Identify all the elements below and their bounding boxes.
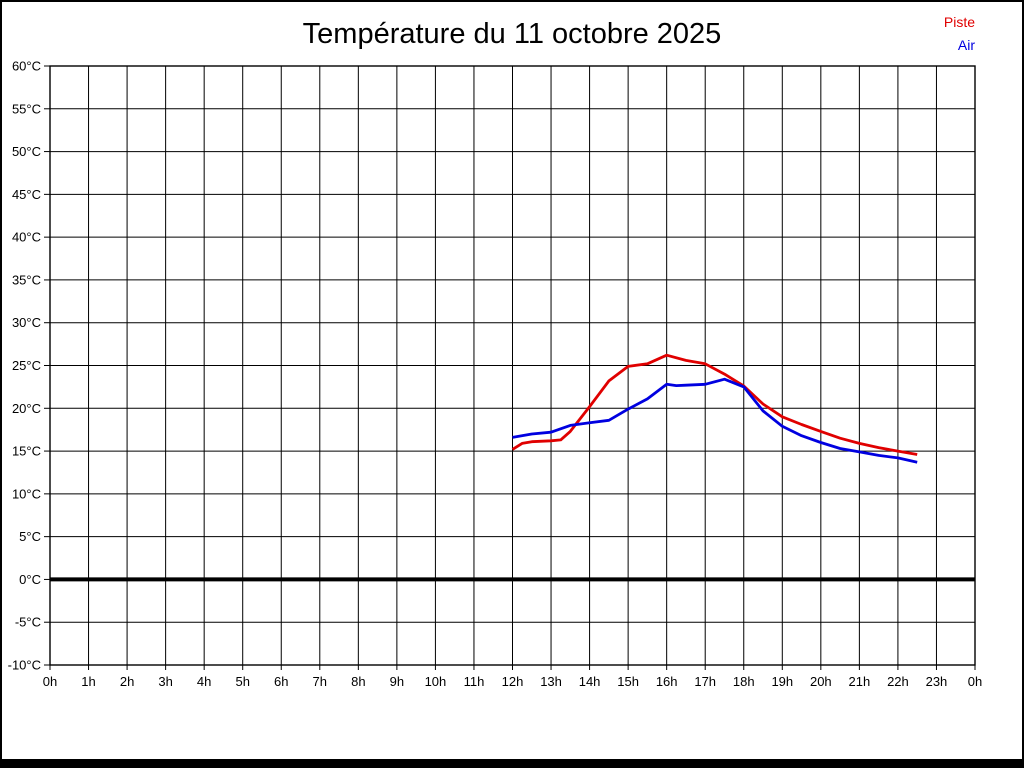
svg-text:8h: 8h — [351, 674, 365, 689]
svg-text:17h: 17h — [694, 674, 716, 689]
svg-text:7h: 7h — [313, 674, 327, 689]
legend: Piste Air — [944, 11, 975, 57]
svg-text:20h: 20h — [810, 674, 832, 689]
piste-line — [511, 353, 918, 456]
svg-text:11h: 11h — [464, 674, 485, 689]
x-axis-labels: 0h 1h 2h 3h 4h 5h 6h 7h 8h 9h 10h 11h 12h 13h 14h 15h 16… — [43, 674, 982, 689]
legend-item-air: Air — [957, 37, 975, 53]
svg-text:22h: 22h — [887, 674, 909, 689]
svg-text:12h: 12h — [502, 674, 524, 689]
svg-text:-10°C: -10°C — [8, 658, 41, 673]
svg-text:16h: 16h — [656, 674, 678, 689]
air-line — [512, 377, 918, 464]
svg-text:2h: 2h — [120, 674, 134, 689]
svg-text:0°C: 0°C — [19, 572, 41, 587]
svg-text:60°C: 60°C — [12, 59, 41, 74]
svg-text:5h: 5h — [235, 674, 249, 689]
svg-text:23h: 23h — [926, 674, 948, 689]
svg-text:50°C: 50°C — [12, 144, 41, 159]
svg-text:10h: 10h — [425, 674, 447, 689]
svg-text:10°C: 10°C — [12, 486, 41, 501]
svg-text:45°C: 45°C — [12, 187, 41, 202]
svg-text:40°C: 40°C — [12, 230, 41, 245]
svg-text:5°C: 5°C — [19, 529, 41, 544]
legend-item-piste: Piste — [943, 14, 975, 30]
svg-text:6h: 6h — [274, 674, 288, 689]
svg-text:13h: 13h — [540, 674, 562, 689]
svg-text:30°C: 30°C — [12, 315, 41, 330]
plot-frame — [49, 65, 976, 666]
svg-text:19h: 19h — [771, 674, 793, 689]
svg-text:15°C: 15°C — [12, 444, 41, 459]
y-axis-labels: 60°C 55°C 50°C 45°C 40°C 35°C 30°C 25°C 20°C 15°C… — [8, 59, 41, 673]
svg-text:21h: 21h — [849, 674, 871, 689]
svg-text:3h: 3h — [158, 674, 172, 689]
svg-text:0h: 0h — [968, 674, 982, 689]
svg-text:55°C: 55°C — [12, 101, 41, 116]
svg-text:35°C: 35°C — [12, 272, 41, 287]
svg-text:20°C: 20°C — [12, 401, 41, 416]
svg-text:0h: 0h — [43, 674, 57, 689]
svg-text:4h: 4h — [197, 674, 211, 689]
svg-text:1h: 1h — [81, 674, 95, 689]
svg-text:-5°C: -5°C — [15, 615, 41, 630]
svg-text:18h: 18h — [733, 674, 755, 689]
svg-text:9h: 9h — [390, 674, 404, 689]
chart-title: Température du 11 octobre 2025 — [302, 18, 722, 50]
svg-text:25°C: 25°C — [12, 358, 41, 373]
grid — [44, 65, 976, 670]
svg-text:15h: 15h — [617, 674, 639, 689]
svg-text:14h: 14h — [579, 674, 601, 689]
